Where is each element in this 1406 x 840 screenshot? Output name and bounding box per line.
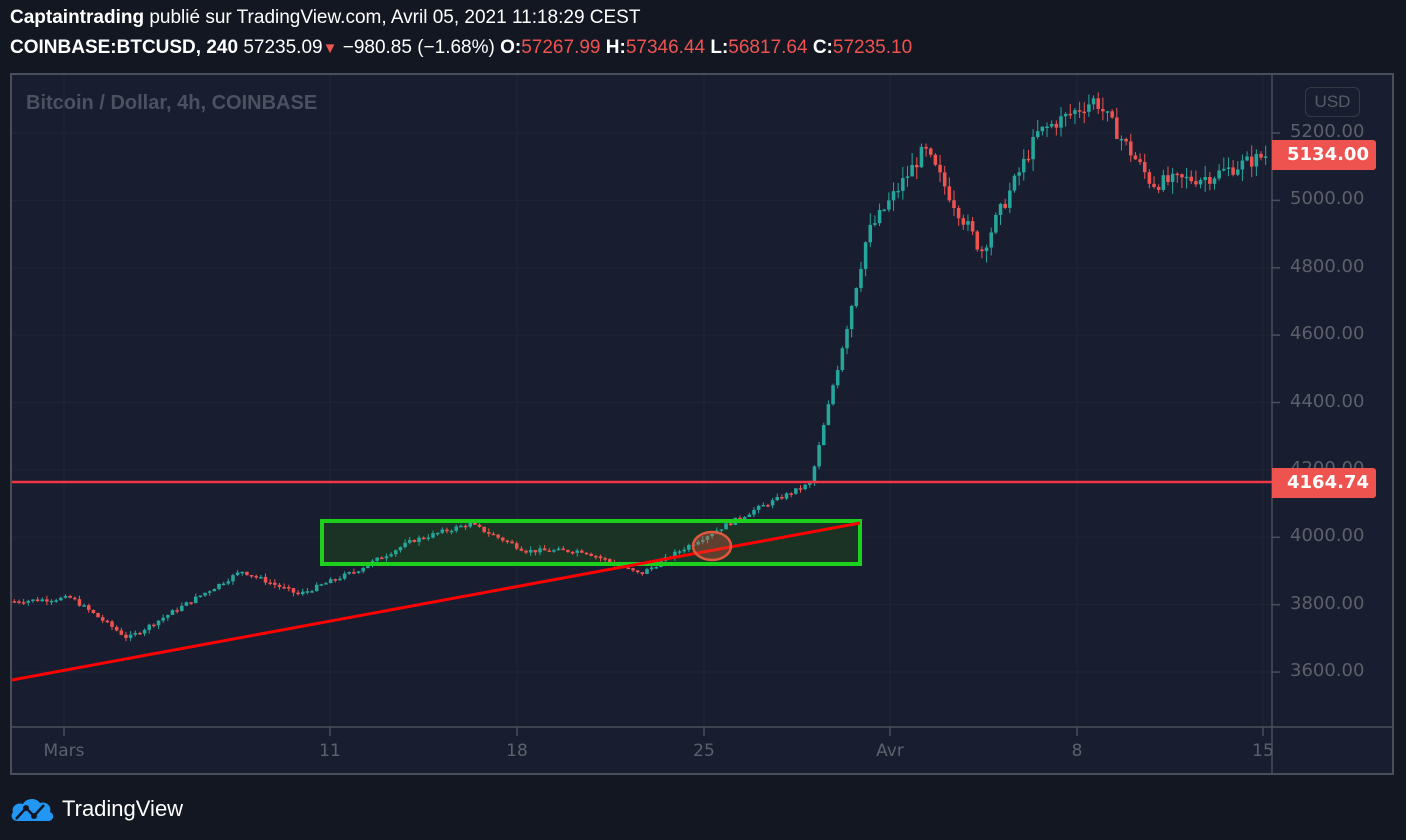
currency-button[interactable]: USD [1305,87,1360,117]
open-label: O: [500,37,522,58]
last-price-label: 5134.00 [1272,140,1376,170]
publication-line: Captaintrading publié sur TradingView.co… [10,7,640,29]
symbol-name: COINBASE:BTCUSD, 240 [10,37,239,58]
grid-lines [12,75,1272,727]
author-name[interactable]: Captaintrading [10,7,145,28]
trendline[interactable] [11,521,861,682]
time-tick-label: 8 [1071,741,1083,761]
price-tick-label: 5200.00 [1290,121,1365,142]
time-tick-label: 11 [319,741,341,761]
close-label: C: [812,37,833,58]
symbol-line: COINBASE:BTCUSD, 240 57235.09▼ −980.85 (… [10,37,912,59]
price-tick-label: 4800.00 [1290,255,1365,277]
open-value: 57267.99 [521,37,601,58]
candles [12,92,1268,642]
range-box[interactable] [320,519,862,566]
close-value: 57235.10 [832,37,913,58]
last-price: 57235.09 [243,37,323,58]
low-label: L: [710,37,729,58]
price-tick-label: 5000.00 [1290,188,1365,210]
price-tick-label: 3600.00 [1290,660,1365,682]
tradingview-cloud-icon [11,798,54,821]
hline-price-label: 4164.74 [1272,468,1376,498]
range-box-fill [322,521,860,564]
low-value: 56817.64 [728,37,808,58]
chart-watermark: Bitcoin / Dollar, 4h, COINBASE [26,92,318,114]
high-label: H: [605,37,626,58]
time-axis-ticks [63,727,1264,736]
price-tick-label: 4400.00 [1290,390,1365,412]
time-tick-label: 25 [693,741,715,761]
high-value: 57346.44 [625,37,706,58]
price-axis-ticks [1272,132,1280,673]
highlight-ellipse[interactable] [691,530,733,562]
triangle-down-icon: ▼ [322,40,338,57]
price-tick-label: 4600.00 [1290,323,1365,345]
time-tick-label: Avr [876,741,904,761]
time-tick-label: 18 [506,741,528,761]
price-tick-label: 3800.00 [1290,592,1365,614]
published-text: publié sur TradingView.com, Avril 05, 20… [144,7,641,28]
time-tick-label: 15 [1252,741,1274,761]
price-tick-label: 4000.00 [1290,525,1365,547]
brand-name: TradingView [62,796,184,821]
price-change: −980.85 (−1.68%) [342,37,495,58]
time-tick-label: Mars [43,741,85,761]
tradingview-logo[interactable]: TradingView [10,795,183,823]
